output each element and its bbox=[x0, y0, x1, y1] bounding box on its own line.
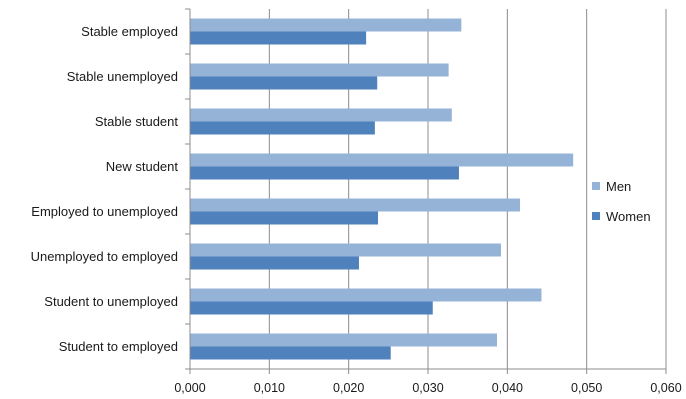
x-tick-labels: 0,000 0,010 0,020 0,030 0,040 0,050 0,060 bbox=[174, 381, 681, 395]
category-label: Student to unemployed bbox=[44, 294, 178, 309]
legend-label-women: Women bbox=[606, 209, 651, 224]
bar-men bbox=[190, 333, 498, 347]
bar-women bbox=[190, 301, 433, 315]
legend: Men Women bbox=[592, 179, 651, 224]
bar-men bbox=[190, 243, 501, 257]
x-tick-label: 0,040 bbox=[492, 381, 523, 395]
bar-men bbox=[190, 108, 452, 122]
category-label: Employed to unemployed bbox=[31, 204, 178, 219]
bars bbox=[190, 18, 574, 360]
bar-men bbox=[190, 288, 542, 302]
bar-women bbox=[190, 121, 375, 135]
bar-men bbox=[190, 63, 449, 77]
category-label: Unemployed to employed bbox=[31, 249, 178, 264]
x-tick-label: 0,020 bbox=[333, 381, 364, 395]
x-tick-label: 0,000 bbox=[174, 381, 205, 395]
x-tick-label: 0,030 bbox=[412, 381, 443, 395]
bar-women bbox=[190, 256, 359, 270]
category-labels: Stable employed Stable unemployed Stable s… bbox=[31, 24, 179, 354]
bar-women bbox=[190, 76, 378, 90]
bar-women bbox=[190, 211, 379, 225]
bar-men bbox=[190, 153, 574, 167]
category-label: New student bbox=[106, 159, 179, 174]
legend-swatch-women bbox=[592, 212, 600, 220]
bar-women bbox=[190, 31, 367, 45]
legend-swatch-men bbox=[592, 182, 600, 190]
category-label: Student to employed bbox=[59, 339, 178, 354]
legend-label-men: Men bbox=[606, 179, 631, 194]
x-tick-label: 0,060 bbox=[650, 381, 681, 395]
bar-women bbox=[190, 346, 391, 360]
category-label: Stable unemployed bbox=[67, 69, 178, 84]
x-tick-label: 0,050 bbox=[571, 381, 602, 395]
bar-men bbox=[190, 198, 521, 212]
bar-men bbox=[190, 18, 462, 32]
axes bbox=[185, 8, 667, 374]
bar-women bbox=[190, 166, 459, 180]
category-label: Stable student bbox=[95, 114, 179, 129]
x-tick-label: 0,010 bbox=[254, 381, 285, 395]
category-label: Stable employed bbox=[81, 24, 178, 39]
